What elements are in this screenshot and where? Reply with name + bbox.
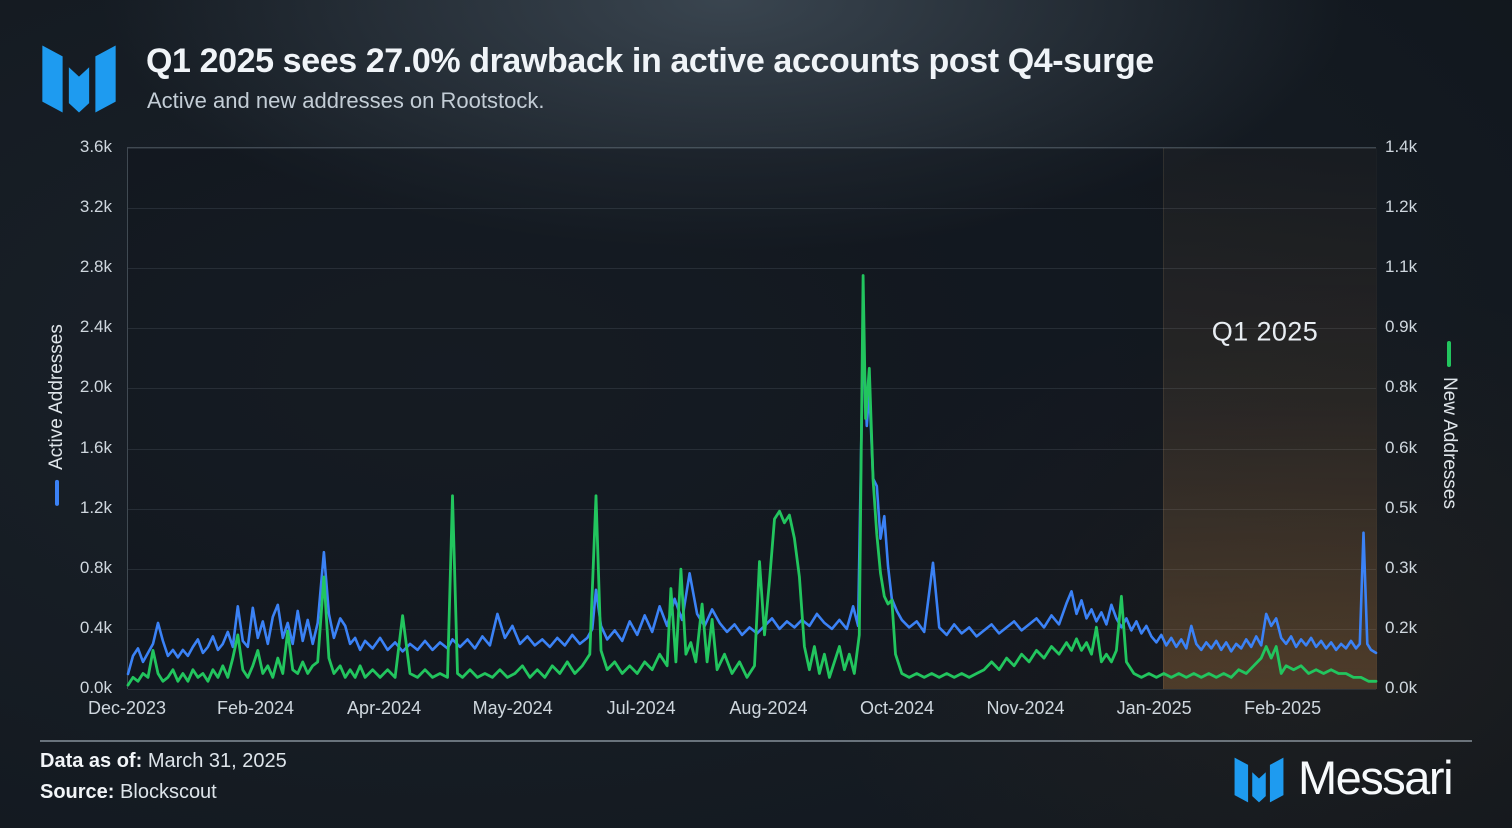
gridline (128, 388, 1376, 390)
left-axis-ticks-label: 0.8k (79, 557, 112, 577)
gridline (128, 148, 1376, 149)
page-title: Q1 2025 sees 27.0% drawback in active ac… (146, 42, 1154, 80)
right-axis-ticks-label: 1.2k (1385, 197, 1418, 217)
x-axis-ticks: Dec-2023 Feb-2024 Apr-2024 May-2024 Jul-2024… (88, 698, 1375, 722)
right-axis-ticks-label: 1.1k (1385, 257, 1418, 277)
x-axis-tick-label: Dec-2023 (87, 698, 167, 718)
right-axis-ticks-label: 0.5k (1385, 497, 1418, 517)
x-axis-tick-label: May-2024 (472, 698, 553, 718)
new-addresses-legend-swatch (1447, 340, 1451, 367)
gridline (128, 448, 1376, 450)
messari-logo-icon (42, 45, 116, 113)
x-axis-tick-label: Oct-2024 (859, 698, 935, 718)
x-axis-tick-label: Nov-2024 (986, 698, 1065, 718)
source-line: Source: Blockscout (40, 781, 217, 804)
left-axis-ticks-label: 2.4k (79, 317, 112, 337)
right-axis-ticks-label: 0.3k (1385, 557, 1418, 577)
right-axis-ticks-label: 0.8k (1385, 377, 1418, 397)
right-axis-ticks: 1.4k 1.2k 1.1k 0.9k 0.8k 0.6k 0.5k 0.3k 0.2k 0.0k (1385, 137, 1465, 697)
chart-lines-svg (126, 274, 1378, 687)
right-axis-ticks-label: 0.0k (1385, 678, 1418, 697)
left-axis-ticks-label: 1.2k (79, 497, 112, 517)
series-line-new-addresses (126, 274, 1378, 687)
messari-footer-logo-icon (1234, 757, 1284, 803)
gridline (128, 268, 1376, 270)
q1-highlight-region (1162, 148, 1377, 689)
active-addresses-legend-swatch (55, 479, 59, 506)
data-as-of-label: Data as of: (40, 750, 143, 772)
right-axis-ticks-label: 0.6k (1385, 437, 1418, 457)
logo-stripe-left (42, 45, 63, 113)
left-axis-ticks-label: 0.4k (79, 617, 112, 637)
gridline (128, 689, 1376, 690)
data-as-of-line: Data as of: March 31, 2025 (40, 750, 287, 773)
x-axis-tick-label: Feb-2024 (217, 698, 295, 718)
left-axis-ticks-label: 0.0k (79, 678, 112, 697)
messari-wordmark: Messari (1298, 751, 1454, 804)
left-axis-title: Active Addresses (46, 324, 68, 506)
left-axis-ticks-label: 3.6k (79, 137, 112, 156)
gridline (128, 328, 1376, 330)
logo-stripe-right (1269, 757, 1284, 803)
x-axis-tick-label: Jan-2025 (1116, 698, 1192, 718)
footer-divider (40, 740, 1472, 742)
left-axis-ticks-label: 2.0k (79, 377, 112, 397)
x-axis-tick-label: Aug-2024 (729, 698, 808, 718)
plot-area: Q1 2025 (126, 147, 1378, 690)
source-value: Blockscout (120, 781, 217, 803)
source-label: Source: (40, 781, 115, 803)
left-axis-ticks-label: 1.6k (79, 437, 112, 457)
logo-stripe-right (95, 45, 116, 113)
logo-stripe-middle (1252, 772, 1266, 803)
right-axis-title-label: New Addresses (1439, 376, 1460, 510)
page-subtitle: Active and new addresses on Rootstock. (147, 88, 545, 113)
left-axis-ticks-label: 2.8k (79, 257, 112, 277)
x-axis-tick-label: Apr-2024 (347, 698, 422, 718)
left-axis-title-label: Active Addresses (46, 324, 67, 470)
right-axis-ticks-label: 1.4k (1385, 137, 1418, 156)
logo-stripe-left (1234, 757, 1249, 803)
gridline (128, 508, 1376, 510)
logo-stripe-middle (68, 67, 90, 113)
right-axis-title: New Addresses (1438, 340, 1460, 510)
right-axis-ticks-label: 0.9k (1385, 317, 1418, 337)
q1-annotation: Q1 2025 (1211, 316, 1319, 347)
left-axis-ticks: 3.6k 3.2k 2.8k 2.4k 2.0k 1.6k 1.2k 0.8k 0.4k 0.0k (0, 137, 112, 697)
series-line-active-addresses (126, 334, 1378, 676)
data-as-of-value: March 31, 2025 (147, 750, 287, 772)
right-axis-ticks-label: 0.2k (1385, 617, 1418, 637)
gridline (128, 568, 1376, 570)
x-axis-tick-label: Feb-2025 (1244, 698, 1322, 718)
left-axis-ticks-label: 3.2k (79, 197, 112, 217)
x-axis-tick-label: Jul-2024 (606, 698, 676, 718)
gridline (128, 208, 1376, 210)
